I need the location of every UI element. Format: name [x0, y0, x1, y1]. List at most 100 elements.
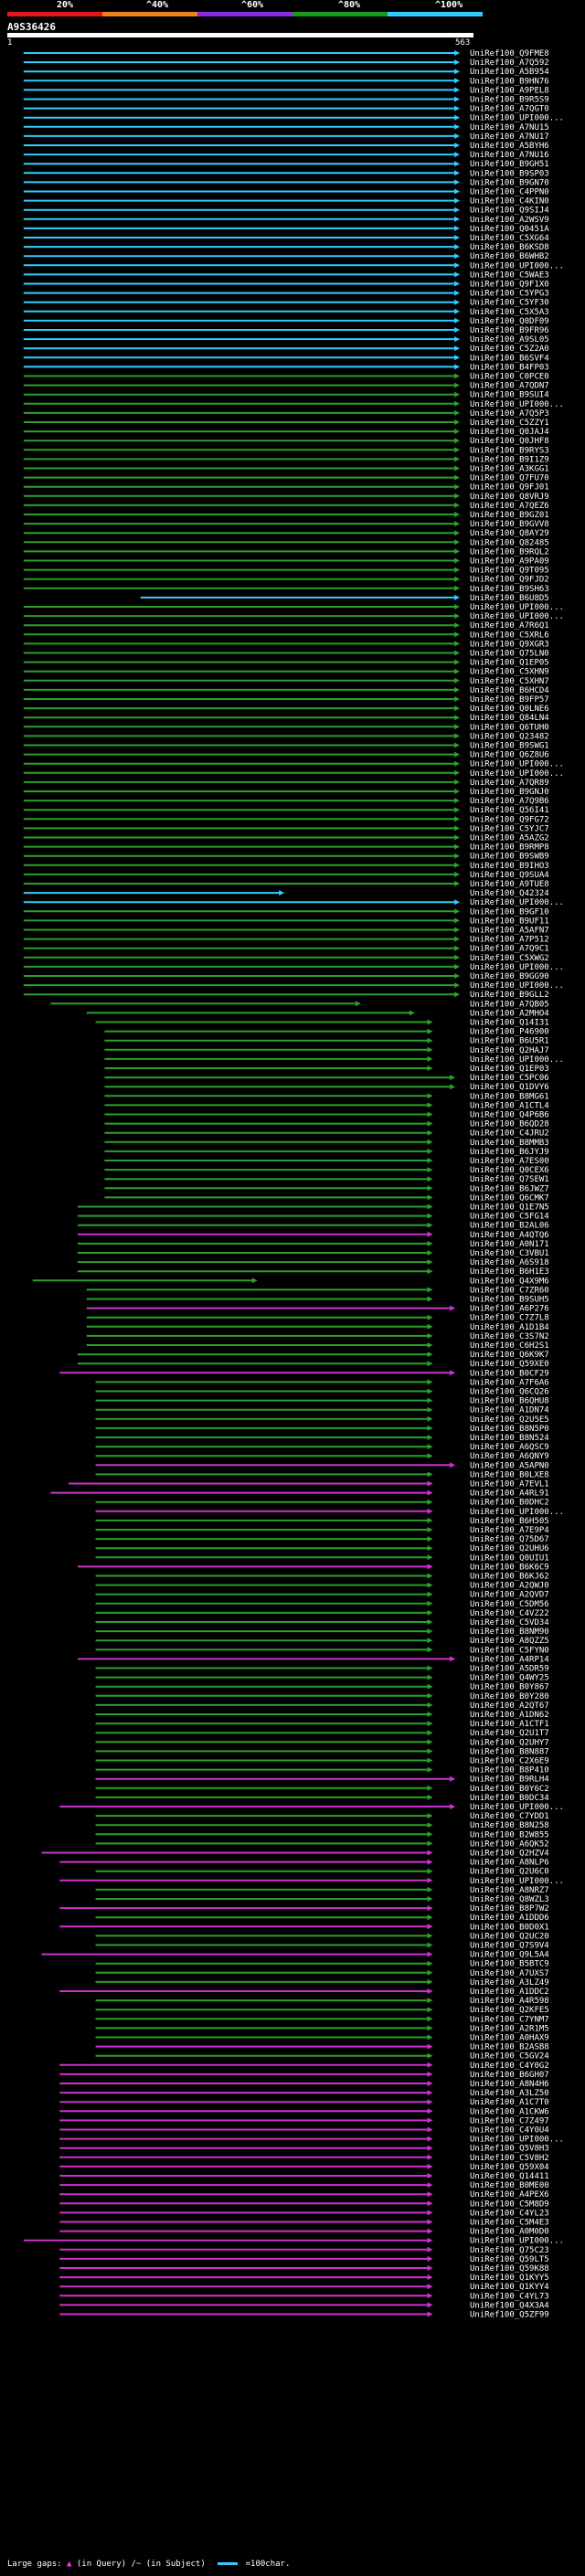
hit-row[interactable]: UniRef100_B6KJ62 — [95, 1573, 549, 1582]
hit-label[interactable]: UniRef100_A6P276 — [470, 1305, 549, 1314]
hit-label[interactable]: UniRef100_A3LZ49 — [470, 1978, 549, 1988]
hit-row[interactable]: UniRef100_A1C7T0 — [59, 2098, 549, 2107]
hit-label[interactable]: UniRef100_C5XWG2 — [470, 954, 549, 963]
hit-row[interactable]: UniRef100_C4Y0G2 — [59, 2062, 549, 2071]
hit-label[interactable]: UniRef100_A7Q592 — [470, 58, 549, 68]
hit-row[interactable]: UniRef100_A0M0D0 — [59, 2228, 549, 2237]
hit-label[interactable]: UniRef100_C4VZ22 — [470, 1609, 549, 1618]
hit-row[interactable]: UniRef100_Q14411 — [59, 2172, 549, 2181]
hit-row[interactable]: UniRef100_UPI000... — [59, 2136, 564, 2145]
hit-label[interactable]: UniRef100_Q14411 — [470, 2172, 549, 2181]
hit-label[interactable]: UniRef100_B0DC34 — [470, 1794, 549, 1803]
hit-label[interactable]: UniRef100_B9SH63 — [470, 585, 549, 594]
hit-row[interactable]: UniRef100_B9FR96 — [23, 326, 549, 335]
hit-label[interactable]: UniRef100_Q0CEX6 — [470, 1166, 549, 1175]
hit-row[interactable]: UniRef100_B2AL06 — [77, 1222, 549, 1231]
hit-row[interactable]: UniRef100_B0ME00 — [59, 2181, 549, 2190]
hit-label[interactable]: UniRef100_Q59K88 — [470, 2264, 549, 2274]
hit-row[interactable]: UniRef100_A7QGT0 — [23, 105, 549, 114]
hit-row[interactable]: UniRef100_A9TUE8 — [23, 880, 549, 889]
hit-label[interactable]: UniRef100_UPI000... — [470, 2237, 564, 2246]
hit-label[interactable]: UniRef100_Q75LN0 — [470, 650, 549, 659]
hit-row[interactable]: UniRef100_Q7SEW1 — [104, 1175, 549, 1184]
hit-label[interactable]: UniRef100_B0DHC2 — [470, 1499, 549, 1508]
hit-row[interactable]: UniRef100_A6QSC9 — [95, 1443, 549, 1452]
hit-label[interactable]: UniRef100_Q2KFE5 — [470, 2006, 549, 2015]
hit-row[interactable]: UniRef100_C5XRL6 — [23, 631, 549, 640]
hit-label[interactable]: UniRef100_A7Q9B6 — [470, 797, 549, 806]
hit-label[interactable]: UniRef100_C5YJC7 — [470, 824, 549, 833]
hit-row[interactable]: UniRef100_C5GV24 — [95, 2052, 549, 2062]
hit-row[interactable]: UniRef100_Q2HZV4 — [41, 1850, 549, 1859]
hit-label[interactable]: UniRef100_B9GLL2 — [470, 991, 549, 1000]
hit-label[interactable]: UniRef100_B0Y867 — [470, 1683, 549, 1692]
hit-label[interactable]: UniRef100_A8N4H6 — [470, 2080, 549, 2089]
hit-label[interactable]: UniRef100_Q84LN4 — [470, 714, 549, 723]
hit-row[interactable]: UniRef100_C5M4E3 — [59, 2219, 549, 2228]
hit-label[interactable]: UniRef100_Q8WZL3 — [470, 1895, 549, 1904]
hit-row[interactable]: UniRef100_A4RL91 — [50, 1489, 549, 1499]
hit-row[interactable]: UniRef100_C5XHN9 — [23, 668, 549, 677]
hit-label[interactable]: UniRef100_Q6CQ26 — [470, 1388, 549, 1397]
hit-row[interactable]: UniRef100_B9GN70 — [23, 178, 549, 187]
hit-label[interactable]: UniRef100_C5ZZY1 — [470, 419, 549, 428]
hit-row[interactable]: UniRef100_A2QWJ0 — [95, 1582, 549, 1591]
hit-label[interactable]: UniRef100_UPI000... — [470, 963, 564, 972]
hit-label[interactable]: UniRef100_B9RLH4 — [470, 1776, 549, 1785]
hit-row[interactable]: UniRef100_Q2U1T7 — [95, 1729, 549, 1738]
hit-row[interactable]: UniRef100_UPI000... — [23, 963, 564, 972]
hit-label[interactable]: UniRef100_Q6Z8U6 — [470, 751, 549, 760]
hit-label[interactable]: UniRef100_UPI000... — [470, 769, 564, 779]
hit-row[interactable]: UniRef100_C5VD34 — [95, 1618, 549, 1627]
hit-label[interactable]: UniRef100_Q7FU70 — [470, 474, 549, 483]
hit-label[interactable]: UniRef100_A4RP14 — [470, 1655, 549, 1664]
hit-label[interactable]: UniRef100_A7EVL1 — [470, 1480, 549, 1489]
hit-row[interactable]: UniRef100_A8NLP6 — [59, 1859, 549, 1868]
hit-label[interactable]: UniRef100_B2ASB8 — [470, 2043, 549, 2052]
hit-label[interactable]: UniRef100_Q6K9K7 — [470, 1351, 549, 1360]
hit-label[interactable]: UniRef100_C4Y0G2 — [470, 2062, 549, 2071]
hit-label[interactable]: UniRef100_A0N171 — [470, 1240, 549, 1249]
hit-row[interactable]: UniRef100_Q2KFE5 — [95, 2006, 549, 2015]
hit-label[interactable]: UniRef100_B9SUI4 — [470, 391, 549, 400]
hit-label[interactable]: UniRef100_Q0LNE6 — [470, 705, 549, 714]
hit-row[interactable]: UniRef100_Q4P6B6 — [104, 1111, 549, 1120]
hit-label[interactable]: UniRef100_A7F6A6 — [470, 1378, 549, 1387]
hit-row[interactable]: UniRef100_B9GNJ0 — [23, 788, 549, 797]
hit-row[interactable]: UniRef100_C7Z497 — [59, 2116, 549, 2125]
hit-label[interactable]: UniRef100_B2W855 — [470, 1830, 549, 1839]
hit-label[interactable]: UniRef100_A1CTF1 — [470, 1720, 549, 1729]
hit-row[interactable]: UniRef100_A7QR89 — [23, 779, 549, 788]
hit-label[interactable]: UniRef100_B4FP03 — [470, 363, 549, 372]
hit-label[interactable]: UniRef100_A7NU17 — [470, 133, 549, 142]
hit-row[interactable]: UniRef100_A7NU16 — [23, 151, 549, 160]
hit-label[interactable]: UniRef100_Q0UIU1 — [470, 1553, 549, 1563]
hit-row[interactable]: UniRef100_Q8AY29 — [23, 529, 549, 538]
hit-row[interactable]: UniRef100_B0DC34 — [95, 1794, 549, 1803]
hit-label[interactable]: UniRef100_A5B954 — [470, 68, 549, 77]
hit-label[interactable]: UniRef100_A9PEL8 — [470, 86, 549, 95]
hit-row[interactable]: UniRef100_Q9SUA4 — [23, 871, 549, 880]
hit-label[interactable]: UniRef100_Q2UC20 — [470, 1932, 549, 1941]
hit-label[interactable]: UniRef100_C0PCE0 — [470, 373, 549, 382]
hit-label[interactable]: UniRef100_A4QTQ6 — [470, 1231, 549, 1240]
hit-row[interactable]: UniRef100_A7E9P4 — [95, 1526, 549, 1535]
hit-row[interactable]: UniRef100_C5DM56 — [95, 1600, 549, 1609]
hit-row[interactable]: UniRef100_B9SUH5 — [86, 1296, 549, 1305]
hit-label[interactable]: UniRef100_A3LZ50 — [470, 2089, 549, 2098]
hit-label[interactable]: UniRef100_Q9F1X0 — [470, 281, 549, 290]
hit-row[interactable]: UniRef100_Q59K88 — [59, 2264, 549, 2274]
hit-label[interactable]: UniRef100_Q23482 — [470, 732, 549, 741]
hit-row[interactable]: UniRef100_B5BTC9 — [95, 1960, 549, 1969]
hit-label[interactable]: UniRef100_Q9L5A4 — [470, 1951, 549, 1960]
hit-row[interactable]: UniRef100_B9HN76 — [23, 77, 549, 86]
hit-row[interactable]: UniRef100_Q2UHY7 — [95, 1738, 549, 1747]
hit-row[interactable]: UniRef100_A0N171 — [77, 1240, 549, 1249]
hit-label[interactable]: UniRef100_A1CTL4 — [470, 1101, 549, 1110]
hit-row[interactable]: UniRef100_C5V8H2 — [59, 2154, 549, 2163]
hit-label[interactable]: UniRef100_C5XHN9 — [470, 668, 549, 677]
hit-row[interactable]: UniRef100_Q59LT5 — [59, 2255, 549, 2264]
hit-label[interactable]: UniRef100_B9SP03 — [470, 169, 549, 178]
hit-label[interactable]: UniRef100_B8N258 — [470, 1821, 549, 1830]
hit-row[interactable]: UniRef100_B9UF11 — [23, 917, 549, 926]
